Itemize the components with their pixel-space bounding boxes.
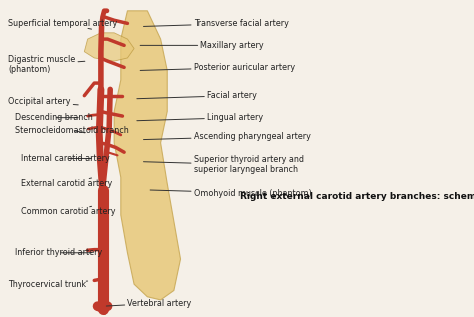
Text: Transverse facial artery: Transverse facial artery [144,19,289,28]
Text: External carotid artery: External carotid artery [21,178,112,188]
Text: Digastric muscle
(phantom): Digastric muscle (phantom) [8,55,85,74]
Text: Superior thyroid artery and
superior laryngeal branch: Superior thyroid artery and superior lar… [144,155,304,174]
Polygon shape [84,33,134,61]
Text: Superficial temporal artery: Superficial temporal artery [8,19,117,29]
Text: Common carotid artery: Common carotid artery [21,206,116,217]
Polygon shape [114,11,181,300]
Text: Occipital artery: Occipital artery [8,97,78,107]
Text: Thyrocervical trunk: Thyrocervical trunk [8,280,88,289]
Text: Lingual artery: Lingual artery [137,113,263,122]
Text: Posterior auricular artery: Posterior auricular artery [140,63,295,72]
Text: Right external carotid artery branches: schema: Right external carotid artery branches: … [240,192,474,201]
Text: Facial artery: Facial artery [137,91,257,100]
Text: Omohyoid muscle (phantom): Omohyoid muscle (phantom) [150,189,311,197]
Text: Inferior thyroid artery: Inferior thyroid artery [15,248,102,257]
Text: Vertebral artery: Vertebral artery [106,299,191,307]
Text: Maxillary artery: Maxillary artery [140,41,264,50]
Text: Descending branch: Descending branch [15,113,92,122]
Text: Sternocleidomastoid branch: Sternocleidomastoid branch [15,126,128,135]
Text: Internal carotid artery: Internal carotid artery [21,154,110,163]
Text: Ascending pharyngeal artery: Ascending pharyngeal artery [144,132,310,141]
